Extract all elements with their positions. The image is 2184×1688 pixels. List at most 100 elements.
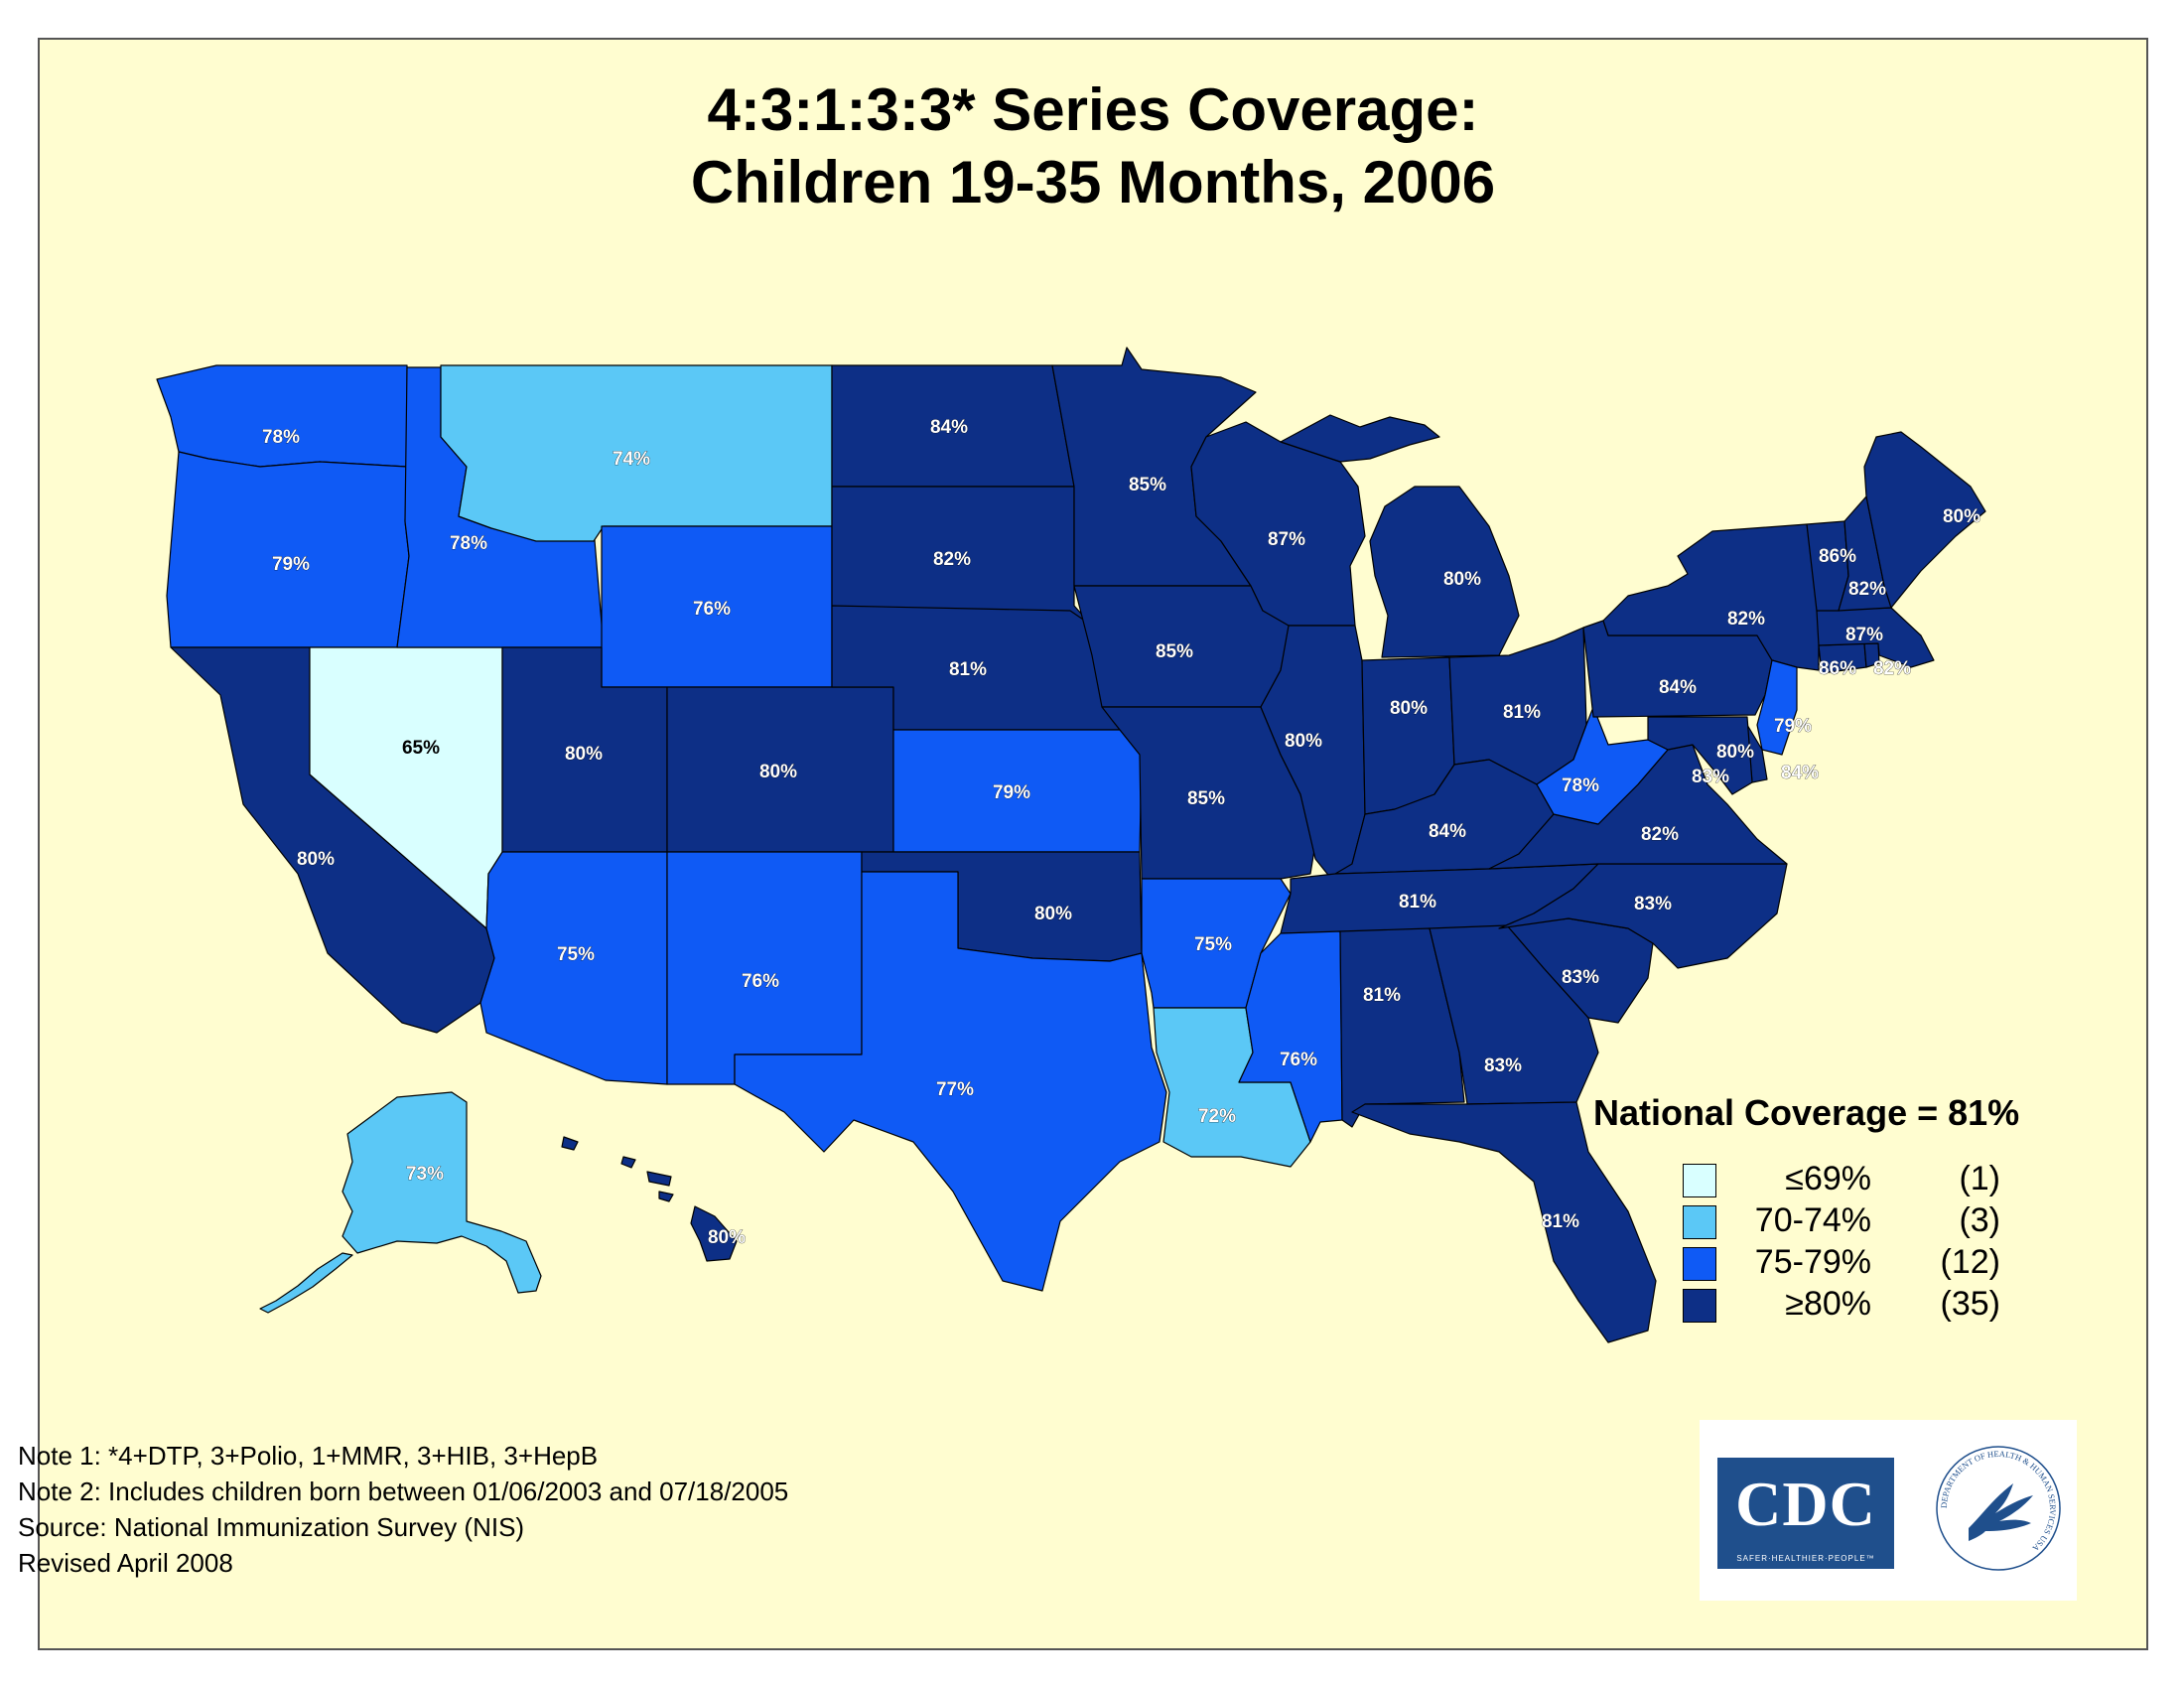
legend-count: (12) xyxy=(1940,1243,2000,1281)
state-label-OH: 81% xyxy=(1503,702,1541,723)
state-OR xyxy=(166,451,410,648)
legend-swatch xyxy=(1683,1289,1716,1323)
legend-item: 70-74% (3) xyxy=(1683,1201,2000,1243)
state-label-WA: 78% xyxy=(262,427,300,448)
state-HI xyxy=(690,1205,738,1262)
legend-range: 75-79% xyxy=(1754,1243,1871,1281)
cdc-logo-text: CDC xyxy=(1735,1469,1876,1539)
state-NJ xyxy=(1756,659,1798,756)
state-label-TX: 77% xyxy=(936,1079,974,1100)
cdc-logo-tagline: SAFER·HEALTHIER·PEOPLE™ xyxy=(1736,1554,1875,1563)
state-label-AZ: 75% xyxy=(557,944,595,965)
footnotes: Note 1: *4+DTP, 3+Polio, 1+MMR, 3+HIB, 3… xyxy=(18,1438,788,1581)
legend-item: ≥80% (35) xyxy=(1683,1285,2000,1327)
state-label-WY: 76% xyxy=(693,599,731,620)
eagle-profile-icon xyxy=(1969,1483,2033,1541)
revised-note: Revised April 2008 xyxy=(18,1548,233,1578)
legend-item: 75-79% (12) xyxy=(1683,1243,2000,1285)
state-NC xyxy=(1498,863,1788,969)
state-WA xyxy=(156,364,408,468)
legend-count: (1) xyxy=(1959,1160,2000,1197)
legend-count: (35) xyxy=(1940,1285,2000,1323)
map-title-line2: Children 19-35 Months, 2006 xyxy=(690,149,1496,215)
legend-swatch xyxy=(1683,1205,1716,1239)
state-label-IN: 80% xyxy=(1390,698,1428,719)
state-label-UT: 80% xyxy=(565,744,603,765)
state-label-AR: 75% xyxy=(1194,934,1232,955)
national-coverage-label: National Coverage = 81% xyxy=(1593,1092,2020,1133)
state-label-PA: 84% xyxy=(1659,677,1697,698)
state-label-GA: 83% xyxy=(1484,1055,1522,1076)
state-label-MD: 83% xyxy=(1692,767,1729,787)
state-label-AK: 73% xyxy=(406,1164,444,1185)
state-label-IA: 85% xyxy=(1156,641,1193,662)
legend-count: (3) xyxy=(1959,1201,2000,1239)
logo-panel: CDC SAFER·HEALTHIER·PEOPLE™ DEPARTMENT O… xyxy=(1700,1420,2077,1601)
state-label-NC: 83% xyxy=(1634,894,1672,914)
state-label-NV: 65% xyxy=(402,738,440,759)
state-label-ND: 84% xyxy=(930,417,968,438)
legend-range: ≤69% xyxy=(1785,1160,1871,1197)
state-label-SD: 82% xyxy=(933,549,971,570)
state-label-WI: 87% xyxy=(1268,529,1305,550)
legend-range: ≥80% xyxy=(1785,1285,1871,1323)
state-FL xyxy=(1351,1101,1657,1343)
state-MI xyxy=(1369,486,1520,658)
state-label-MO: 85% xyxy=(1187,788,1225,809)
state-AK xyxy=(341,1091,542,1294)
state-label-DC: 80% xyxy=(1716,742,1754,763)
state-label-FL: 81% xyxy=(1542,1211,1579,1232)
state-label-TN: 81% xyxy=(1399,892,1436,913)
state-label-KY: 84% xyxy=(1429,821,1466,842)
state-label-DE: 84% xyxy=(1781,763,1819,783)
state-label-MS: 76% xyxy=(1280,1050,1317,1070)
state-TX xyxy=(734,871,1167,1292)
legend-range: 70-74% xyxy=(1754,1201,1871,1239)
hhs-seal-logo: DEPARTMENT OF HEALTH & HUMAN SERVICES US… xyxy=(1936,1446,2061,1571)
state-label-ME: 80% xyxy=(1943,506,1980,527)
state-label-NH: 82% xyxy=(1848,579,1886,600)
legend-swatch xyxy=(1683,1247,1716,1281)
state-label-NY: 82% xyxy=(1727,609,1765,630)
legend-swatch xyxy=(1683,1164,1716,1197)
state-label-MN: 85% xyxy=(1129,475,1166,495)
source-note: Source: National Immunization Survey (NI… xyxy=(18,1512,525,1542)
state-ME xyxy=(1863,431,1986,609)
state-label-ID: 78% xyxy=(450,533,487,554)
state-label-WV: 78% xyxy=(1562,775,1599,796)
state-label-CT: 86% xyxy=(1819,658,1856,679)
state-label-LA: 72% xyxy=(1198,1106,1236,1127)
state-label-AL: 81% xyxy=(1363,985,1401,1006)
note-1: Note 1: *4+DTP, 3+Polio, 1+MMR, 3+HIB, 3… xyxy=(18,1441,599,1471)
state-AK-chain xyxy=(259,1252,353,1314)
state-label-RI: 82% xyxy=(1873,658,1911,679)
state-MA xyxy=(1816,607,1935,668)
state-label-NJ: 79% xyxy=(1774,716,1812,737)
state-label-MT: 74% xyxy=(613,449,650,470)
map-title-line1: 4:3:1:3:3* Series Coverage: xyxy=(707,76,1479,143)
state-MD xyxy=(1647,716,1753,795)
legend-item: ≤69% (1) xyxy=(1683,1160,2000,1201)
map-legend: ≤69% (1) 70-74% (3) 75-79% (12) ≥80% (35… xyxy=(1683,1160,2000,1327)
state-label-CA: 80% xyxy=(297,849,335,870)
state-label-NM: 76% xyxy=(742,971,779,992)
state-IL xyxy=(1260,625,1366,885)
state-label-SC: 83% xyxy=(1562,967,1599,988)
state-label-HI: 80% xyxy=(708,1227,746,1248)
state-label-IL: 80% xyxy=(1285,731,1322,752)
state-HI-islands xyxy=(561,1136,674,1202)
state-label-KS: 79% xyxy=(993,782,1030,803)
state-label-MA: 87% xyxy=(1845,625,1883,645)
state-MI-up xyxy=(1280,414,1440,463)
state-label-OR: 79% xyxy=(272,554,310,575)
state-label-VA: 82% xyxy=(1641,824,1679,845)
state-label-NE: 81% xyxy=(949,659,987,680)
cdc-logo: CDC SAFER·HEALTHIER·PEOPLE™ xyxy=(1717,1458,1894,1569)
state-label-MI: 80% xyxy=(1443,569,1481,590)
state-label-VT: 86% xyxy=(1819,546,1856,567)
state-NM xyxy=(666,851,863,1085)
state-label-CO: 80% xyxy=(759,762,797,782)
state-label-OK: 80% xyxy=(1034,904,1072,924)
note-2: Note 2: Includes children born between 0… xyxy=(18,1477,789,1506)
